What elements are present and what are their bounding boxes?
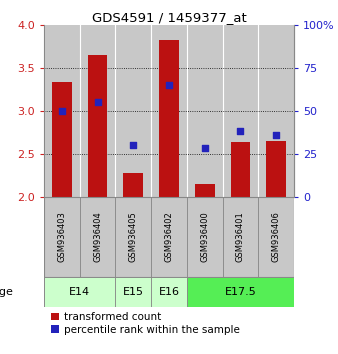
Bar — [258, 25, 294, 196]
FancyBboxPatch shape — [187, 277, 294, 307]
Bar — [231, 142, 250, 196]
Text: GSM936404: GSM936404 — [93, 211, 102, 262]
Text: GSM936403: GSM936403 — [57, 211, 66, 262]
Text: GSM936400: GSM936400 — [200, 211, 209, 262]
Bar — [195, 184, 215, 196]
Bar — [151, 25, 187, 196]
FancyBboxPatch shape — [258, 196, 294, 277]
FancyBboxPatch shape — [115, 196, 151, 277]
Text: age: age — [0, 287, 14, 297]
Bar — [159, 40, 179, 196]
FancyBboxPatch shape — [223, 196, 258, 277]
Bar — [115, 25, 151, 196]
Text: GSM936401: GSM936401 — [236, 211, 245, 262]
Point — [238, 129, 243, 134]
Text: GSM936402: GSM936402 — [165, 211, 173, 262]
Bar — [223, 25, 258, 196]
Text: E15: E15 — [123, 287, 144, 297]
Point — [202, 145, 208, 151]
Bar — [52, 82, 72, 196]
FancyBboxPatch shape — [187, 196, 223, 277]
Legend: transformed count, percentile rank within the sample: transformed count, percentile rank withi… — [49, 310, 242, 337]
Text: E17.5: E17.5 — [224, 287, 256, 297]
Point — [59, 108, 65, 114]
Point — [273, 132, 279, 138]
FancyBboxPatch shape — [151, 277, 187, 307]
FancyBboxPatch shape — [151, 196, 187, 277]
Text: E16: E16 — [159, 287, 179, 297]
Text: GSM936406: GSM936406 — [272, 211, 281, 262]
Title: GDS4591 / 1459377_at: GDS4591 / 1459377_at — [92, 11, 246, 24]
Point — [130, 142, 136, 148]
FancyBboxPatch shape — [44, 277, 115, 307]
Text: GSM936405: GSM936405 — [129, 211, 138, 262]
FancyBboxPatch shape — [80, 196, 115, 277]
Point — [166, 82, 172, 88]
Bar — [266, 141, 286, 196]
Bar — [187, 25, 223, 196]
Text: E14: E14 — [69, 287, 90, 297]
Bar — [80, 25, 115, 196]
Bar — [44, 25, 80, 196]
Point — [95, 99, 100, 105]
FancyBboxPatch shape — [44, 196, 80, 277]
Bar — [88, 55, 107, 196]
Bar — [123, 173, 143, 196]
FancyBboxPatch shape — [115, 277, 151, 307]
